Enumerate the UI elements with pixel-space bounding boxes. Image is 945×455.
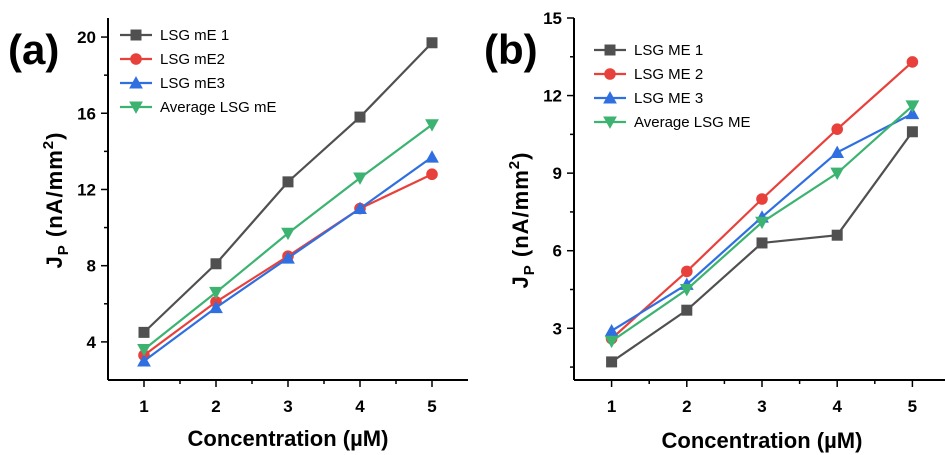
y-tick-label: 8 — [87, 257, 96, 276]
data-point — [426, 37, 438, 49]
x-tick-label: 2 — [211, 397, 220, 416]
legend-label: LSG mE3 — [160, 75, 225, 92]
y-axis-title: JP (nA/mm2) — [506, 152, 538, 289]
data-point — [209, 286, 223, 300]
data-point — [831, 123, 843, 135]
y-axis-title-sub: P — [521, 264, 538, 275]
legend-marker — [603, 91, 617, 104]
x-tick-label: 4 — [355, 397, 365, 416]
x-tick-label: 5 — [427, 397, 436, 416]
data-point — [281, 227, 295, 241]
legend-label: LSG mE 1 — [160, 27, 229, 44]
legend-label: LSG ME 1 — [634, 42, 703, 59]
y-axis-title-sub: P — [55, 244, 72, 255]
legend-marker — [604, 44, 616, 56]
data-point — [425, 150, 439, 163]
data-point — [137, 354, 151, 367]
legend: LSG mE 1 LSG mE2 LSG mE3 Average LSG mE — [120, 27, 276, 116]
series-0 — [606, 126, 918, 368]
x-axis-title: Concentration (µM) — [188, 426, 389, 451]
panel-label: (a) — [8, 26, 59, 73]
x-tick-label: 3 — [757, 397, 766, 416]
y-tick-label: 15 — [543, 9, 562, 28]
y-axis-title-main: J — [508, 275, 533, 288]
y-axis-title-sup: 2 — [40, 140, 57, 149]
data-point — [354, 111, 366, 123]
data-point — [679, 284, 694, 297]
data-point — [681, 265, 693, 278]
legend-label: LSG ME 3 — [634, 90, 703, 107]
data-point — [756, 237, 768, 249]
x-tick-label: 5 — [908, 397, 917, 416]
data-point — [906, 56, 919, 68]
legend-label: LSG mE2 — [160, 51, 225, 68]
data-point — [137, 344, 151, 357]
series-3 — [604, 100, 920, 349]
x-tick-label: 1 — [139, 397, 148, 416]
legend-label: LSG ME 2 — [634, 66, 703, 83]
y-tick-label: 12 — [543, 87, 562, 106]
data-point — [138, 326, 150, 338]
data-point — [353, 172, 367, 185]
legend-marker — [130, 29, 142, 41]
y-axis-title-close: ) — [42, 132, 67, 140]
data-point — [756, 193, 768, 205]
x-tick-label: 3 — [283, 397, 292, 416]
y-tick-label: 6 — [553, 242, 562, 261]
series-0 — [138, 37, 438, 338]
data-point — [905, 106, 920, 120]
x-axis-title: Concentration (µM) — [662, 428, 863, 453]
y-axis-title-close: ) — [508, 152, 533, 160]
panel-label: (b) — [484, 26, 538, 73]
data-point — [830, 145, 845, 158]
legend-marker — [130, 53, 142, 65]
series-3 — [137, 119, 439, 357]
y-tick-label: 20 — [77, 28, 96, 47]
data-point — [906, 126, 918, 138]
legend-marker — [129, 101, 143, 114]
y-tick-label: 3 — [553, 319, 562, 338]
data-point — [905, 100, 920, 113]
data-point — [353, 201, 367, 215]
data-point — [604, 323, 619, 337]
series-2 — [137, 150, 439, 367]
legend-label: Average LSG ME — [634, 114, 750, 131]
y-tick-label: 4 — [87, 333, 97, 352]
data-point — [425, 119, 439, 132]
legend: LSG ME 1 LSG ME 2 LSG ME 3 Average LSG ME — [594, 42, 750, 131]
data-point — [426, 168, 438, 181]
legend-marker — [604, 68, 616, 80]
data-point — [282, 176, 294, 188]
y-axis-title-sup: 2 — [506, 160, 523, 169]
data-point — [281, 251, 295, 264]
y-tick-label: 9 — [553, 164, 562, 183]
data-point — [209, 300, 223, 314]
y-axis-title-rest: (nA/mm — [508, 169, 533, 264]
y-axis-title-rest: (nA/mm — [42, 149, 67, 244]
data-point — [604, 335, 619, 349]
legend-marker — [603, 116, 617, 129]
y-axis-title: JP (nA/mm2) — [40, 132, 72, 269]
data-point — [830, 167, 845, 181]
x-tick-label: 4 — [832, 397, 842, 416]
legend-label: Average LSG mE — [160, 99, 276, 116]
y-tick-label: 12 — [77, 180, 96, 199]
data-point — [831, 229, 843, 241]
y-axis-title-main: J — [42, 255, 67, 268]
x-tick-label: 2 — [682, 397, 691, 416]
data-point — [606, 356, 618, 368]
data-point — [681, 304, 693, 316]
x-tick-label: 1 — [607, 397, 616, 416]
legend-marker — [129, 76, 143, 89]
data-point — [755, 216, 769, 230]
y-tick-label: 16 — [77, 104, 96, 123]
data-point — [210, 258, 222, 270]
